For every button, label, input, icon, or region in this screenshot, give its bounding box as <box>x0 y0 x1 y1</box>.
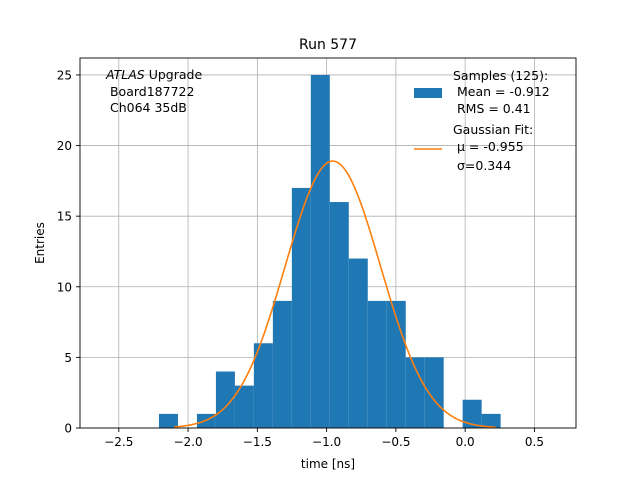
x-tick-label: −0.5 <box>381 435 410 449</box>
x-tick-label: −1.0 <box>312 435 341 449</box>
x-tick-label: −1.5 <box>243 435 272 449</box>
plot-frame <box>79 57 577 429</box>
legend-samples-line-1: Samples (125): <box>453 68 548 83</box>
legend-fit-line-2: μ = -0.955 <box>453 139 524 154</box>
y-tick-label: 20 <box>57 139 72 153</box>
bars-layer <box>158 74 501 428</box>
annotation-atlas: ATLAS <box>105 67 145 82</box>
fit-layer <box>174 160 496 429</box>
histogram-bar <box>329 202 349 428</box>
legend-samples-swatch <box>414 88 442 98</box>
histogram-bar <box>234 385 254 428</box>
annotation-line-1: ATLAS Upgrade <box>105 67 202 82</box>
histogram-bar <box>215 371 235 428</box>
y-tick-label: 25 <box>57 68 72 82</box>
y-tick-label: 0 <box>64 422 72 436</box>
histogram-bar <box>424 357 444 428</box>
gaussian-fit-curve <box>174 160 496 429</box>
histogram-bar <box>272 300 292 428</box>
legend-samples-line-2: Mean = -0.912 <box>453 84 550 99</box>
histogram-bar <box>405 357 425 428</box>
x-tick-label: −2.5 <box>104 435 133 449</box>
chart-title: Run 577 <box>299 37 357 53</box>
histogram-bar <box>348 258 368 428</box>
atlas-annotation: ATLAS Upgrade Board187722 Ch064 35dB <box>105 67 202 115</box>
histogram-bar <box>481 413 501 428</box>
annotation-board: Board187722 <box>106 84 194 99</box>
legend-fit-line-3: σ=0.344 <box>453 158 511 173</box>
y-tick-label: 10 <box>57 280 72 294</box>
annotation-upgrade: Upgrade <box>145 67 203 82</box>
annotation-channel: Ch064 35dB <box>106 100 187 115</box>
histogram-bar <box>253 343 273 428</box>
legend: Samples (125): Mean = -0.912 RMS = 0.41 … <box>414 68 550 173</box>
legend-fit-line-1: Gaussian Fit: <box>453 122 533 137</box>
x-axis-label: time [ns] <box>301 457 355 471</box>
histogram-bar <box>310 74 330 428</box>
y-tick-label: 15 <box>57 210 72 224</box>
legend-samples-line-3: RMS = 0.41 <box>453 101 531 116</box>
y-axis-label: Entries <box>33 222 47 264</box>
x-tick-label: 0.5 <box>525 435 544 449</box>
x-tick-label: −2.0 <box>173 435 202 449</box>
y-tick-label: 5 <box>64 351 72 365</box>
ticks-layer: −2.5 −2.0 −1.5 −1.0 −0.5 0.0 0.5 0 5 10 15 20 25 <box>57 68 544 449</box>
histogram-bar <box>462 399 482 428</box>
histogram-bar <box>291 187 311 428</box>
histogram-bar <box>158 413 178 428</box>
histogram-bar <box>367 300 387 428</box>
x-tick-label: 0.0 <box>456 435 475 449</box>
